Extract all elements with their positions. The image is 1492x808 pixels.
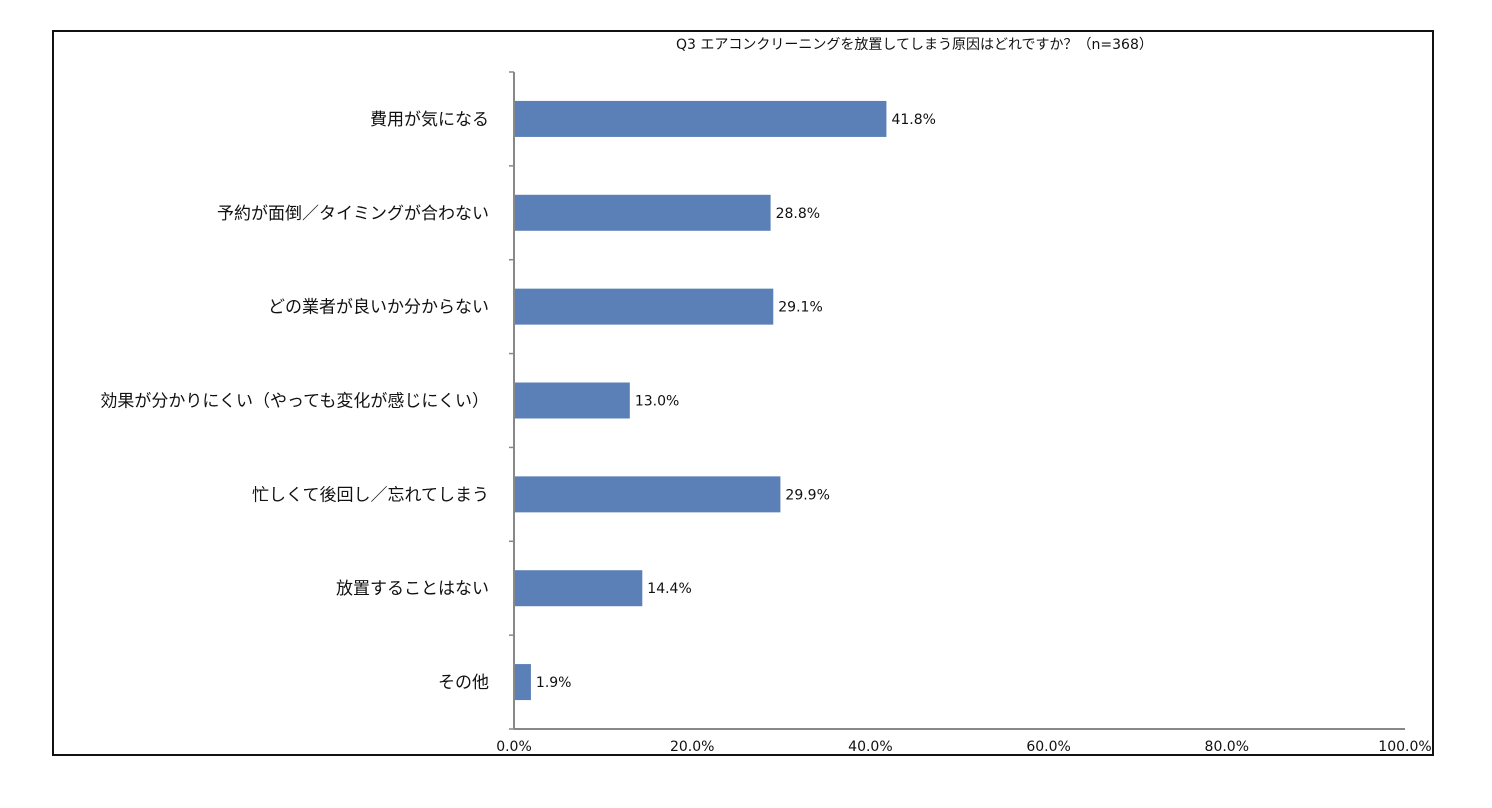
bar (515, 100, 887, 137)
x-tick-label: 0.0% (496, 739, 532, 755)
bar (515, 288, 774, 325)
category-label: 放置することはない (336, 579, 489, 599)
x-tick-label: 100.0% (1378, 739, 1431, 755)
category-label: 予約が面倒／タイミングが合わない (217, 204, 489, 224)
x-tick-label: 40.0% (848, 739, 892, 755)
bar (515, 382, 630, 419)
data-label: 28.8% (776, 206, 820, 222)
bar (515, 194, 771, 231)
data-label: 1.9% (536, 675, 572, 691)
bar (515, 570, 643, 607)
data-label: 29.1% (778, 300, 822, 316)
category-label: どの業者が良いか分からない (268, 298, 489, 318)
x-tick-label: 60.0% (1026, 739, 1070, 755)
category-label: 効果が分かりにくい（やっても変化が感じにくい） (100, 392, 489, 412)
chart-title: Q3 エアコンクリーニングを放置してしまう原因はどれですか？（n=368） (676, 37, 1153, 53)
chart-frame (52, 30, 1434, 756)
bar (515, 476, 781, 513)
category-label: 費用が気になる (370, 110, 489, 130)
category-label: その他 (438, 673, 489, 693)
data-label: 13.0% (635, 394, 679, 410)
data-label: 41.8% (891, 112, 935, 128)
bar (515, 664, 531, 701)
data-label: 29.9% (785, 487, 829, 503)
x-tick-label: 80.0% (1205, 739, 1249, 755)
x-tick-label: 20.0% (670, 739, 714, 755)
category-label: 忙しくて後回し／忘れてしまう (252, 485, 489, 505)
data-label: 14.4% (647, 581, 691, 597)
